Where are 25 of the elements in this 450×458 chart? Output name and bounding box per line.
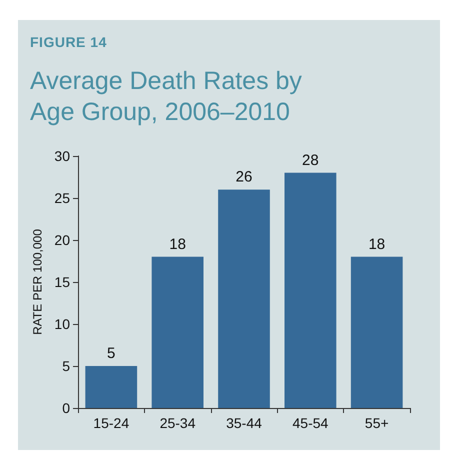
bar — [152, 256, 204, 408]
y-axis-title: RATE PER 100,000 — [30, 228, 45, 335]
y-tick-label: 30 — [54, 148, 70, 164]
bar — [218, 190, 270, 408]
bar — [350, 256, 403, 408]
data-label: 5 — [107, 345, 116, 362]
y-tick-label: 20 — [54, 232, 70, 248]
x-tick-label: 55+ — [364, 415, 389, 431]
data-label: 18 — [368, 236, 386, 253]
y-tick-label: 25 — [54, 190, 70, 206]
y-tick-label: 0 — [62, 400, 70, 416]
bar — [85, 366, 138, 408]
y-tick-label: 5 — [62, 358, 70, 374]
x-tick-label: 35-44 — [226, 415, 262, 431]
x-tick-label: 45-54 — [292, 415, 329, 431]
x-tick-label: 25-34 — [160, 415, 196, 431]
data-label: 28 — [302, 152, 319, 169]
chart-title: Average Death Rates by Age Group, 2006–2010 — [30, 66, 303, 128]
bar — [284, 172, 336, 408]
data-label: 26 — [236, 168, 252, 186]
y-tick-label: 10 — [54, 316, 70, 332]
data-label: 18 — [169, 236, 186, 253]
y-tick-label: 15 — [54, 274, 70, 290]
chart-subtitle: FIGURE 14 — [30, 34, 107, 50]
x-tick-label: 15-24 — [93, 415, 130, 431]
